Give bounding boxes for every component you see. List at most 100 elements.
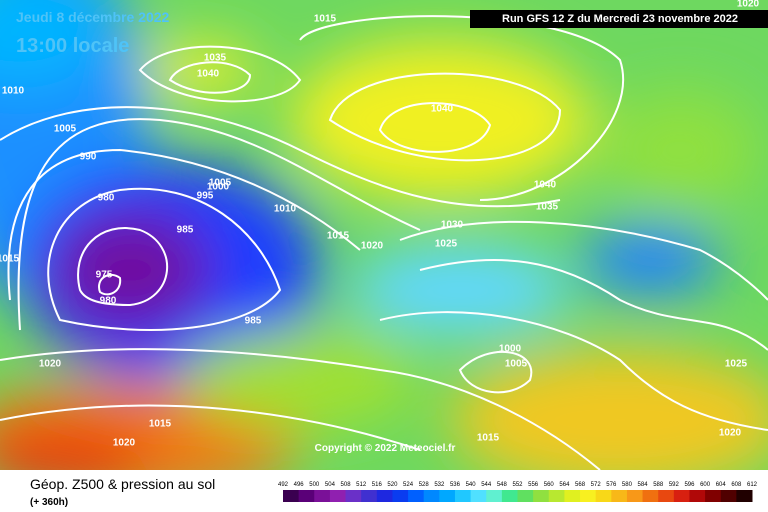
colorbar-swatch: [720, 490, 737, 502]
colorbar-swatch: [564, 490, 581, 502]
colorbar-label: 580: [622, 482, 633, 488]
colorbar-label: 612: [747, 482, 758, 488]
isobar-label: 1025: [725, 359, 748, 370]
colorbar-swatch: [345, 490, 362, 502]
colorbar-swatch: [423, 490, 440, 502]
colorbar-label: 600: [700, 482, 711, 488]
colorbar-label: 604: [716, 482, 727, 488]
isobar-label: 1030: [441, 220, 464, 231]
isobar-label: 1020: [719, 428, 742, 439]
isobar-label: 1005: [54, 124, 77, 135]
colorbar-swatch: [517, 490, 534, 502]
colorbar-label: 496: [294, 482, 305, 488]
isobars: [0, 15, 768, 470]
colorbar-swatch: [376, 490, 393, 502]
colorbar-swatch: [595, 490, 612, 502]
map-field: [0, 0, 768, 470]
colorbar-swatch: [658, 490, 675, 502]
run-info: Run GFS 12 Z du Mercredi 23 novembre 202…: [502, 13, 738, 25]
colorbar-swatch: [454, 490, 472, 502]
colorbar-label: 544: [481, 482, 492, 488]
colorbar-label: 548: [497, 482, 508, 488]
isobar-label: 1040: [431, 104, 454, 115]
colorbar-label: 592: [669, 482, 680, 488]
isobar-label: 1015: [477, 433, 500, 444]
colorbar-swatch: [329, 490, 347, 502]
colorbar-swatch: [392, 490, 409, 502]
isobar-label: 1020: [113, 438, 136, 449]
colorbar-label: 492: [278, 482, 289, 488]
colorbar-label: 512: [356, 482, 367, 488]
isobar-label: 1010: [2, 86, 25, 97]
isobar-label: 1015: [0, 254, 20, 265]
isobar-label: 1025: [435, 239, 458, 250]
isobar-label: 1040: [534, 180, 557, 191]
colorbar-swatch: [580, 490, 597, 502]
colorbar-swatch: [705, 490, 722, 502]
colorbar-label: 596: [684, 482, 695, 488]
colorbar-label: 504: [325, 482, 336, 488]
colorbar-swatch: [533, 490, 550, 502]
isobar-label: 995: [197, 191, 214, 202]
isobar-label: 980: [98, 193, 115, 204]
colorbar-label: 608: [731, 482, 742, 488]
colorbar-swatch: [611, 490, 628, 502]
colorbar-swatch: [736, 490, 753, 502]
isobar-label: 975: [96, 270, 113, 281]
footer-title: Géop. Z500 & pression au sol: [30, 476, 215, 492]
colorbar-label: 564: [559, 482, 570, 488]
colorbar-swatch: [439, 490, 456, 502]
colorbar-swatch: [314, 490, 331, 502]
colorbar-swatch: [298, 490, 315, 502]
colorbar-label: 552: [512, 482, 523, 488]
isobar-label: 1035: [536, 202, 559, 213]
colorbar-label: 532: [434, 482, 445, 488]
colorbar-label: 516: [372, 482, 383, 488]
isobar-label: 1005: [209, 178, 232, 189]
colorbar-swatch: [642, 490, 659, 502]
colorbar-swatch: [626, 490, 644, 502]
isobar-label: 990: [80, 152, 97, 163]
isobar-label: 1020: [39, 359, 62, 370]
isobar-label: 1015: [149, 419, 172, 430]
colorbar-label: 556: [528, 482, 539, 488]
isobar-label: 1040: [197, 69, 220, 80]
colorbar-label: 528: [419, 482, 430, 488]
colorbar-label: 560: [544, 482, 555, 488]
time: 13:00 locale: [16, 35, 129, 57]
isobar-label: 1015: [327, 231, 350, 242]
isobar-label: 985: [245, 316, 262, 327]
colorbar-label: 524: [403, 482, 414, 488]
footer-lead: (+ 360h): [30, 497, 68, 508]
colorbar-label: 568: [575, 482, 586, 488]
colorbar-swatch: [470, 490, 487, 502]
isobar-label: 1000: [499, 344, 522, 355]
colorbar-swatch: [673, 490, 690, 502]
isobar-label: 1015: [314, 14, 337, 25]
colorbar-label: 520: [387, 482, 398, 488]
colorbar-label: 536: [450, 482, 461, 488]
colorbar-label: 500: [309, 482, 320, 488]
isobar-label: 1005: [505, 359, 528, 370]
colorbar-swatch: [361, 490, 378, 502]
colorbar-swatch: [548, 490, 565, 502]
isobar-label: 1000: [207, 182, 230, 193]
colorbar-swatch: [689, 490, 706, 502]
colorbar-label: 584: [638, 482, 649, 488]
isobar-label: 1020: [737, 0, 760, 10]
colorbar-swatch: [283, 490, 300, 502]
colorbar-label: 508: [341, 482, 352, 488]
colorbar-label: 572: [591, 482, 602, 488]
colorbar-swatch: [501, 490, 518, 502]
colorbar-label: 540: [466, 482, 477, 488]
colorbar-label: 588: [653, 482, 664, 488]
date: Jeudi 8 décembre 2022: [16, 9, 170, 25]
isobar-label: 1010: [274, 204, 297, 215]
isobar-label: 1035: [204, 53, 227, 64]
run-banner: [470, 10, 768, 28]
isobar-label: 980: [100, 296, 117, 307]
isobar-label: 1020: [361, 241, 384, 252]
colorbar-label: 576: [606, 482, 617, 488]
colorbar-swatch: [486, 490, 503, 502]
